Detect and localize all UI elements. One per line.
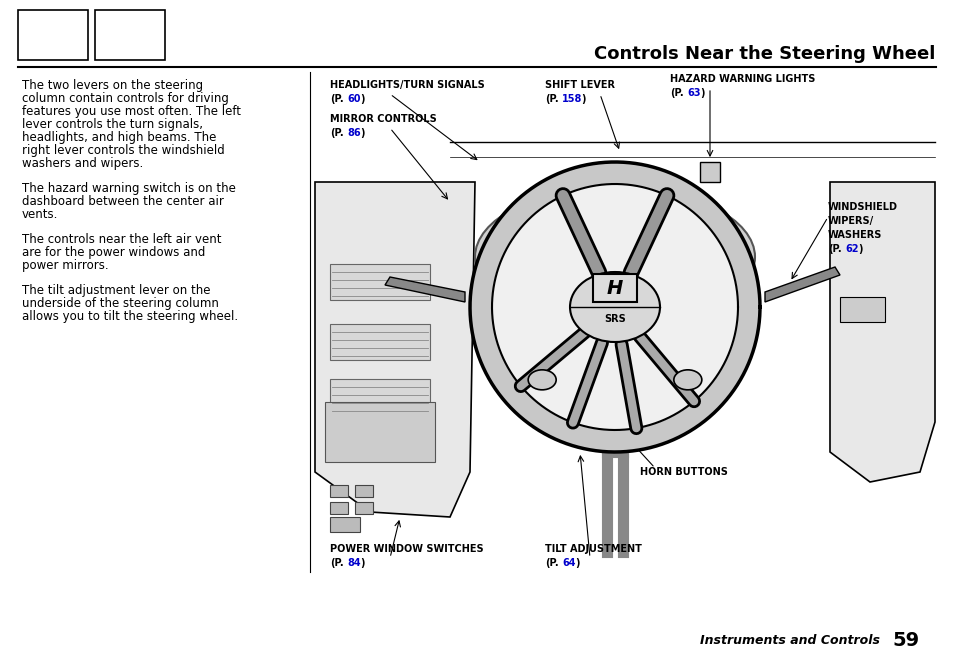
Text: column contain controls for driving: column contain controls for driving bbox=[22, 92, 229, 105]
Text: 62: 62 bbox=[844, 244, 858, 254]
Text: POWER WINDOW SWITCHES: POWER WINDOW SWITCHES bbox=[330, 544, 483, 554]
Polygon shape bbox=[314, 182, 475, 517]
Bar bbox=[325, 402, 435, 462]
Text: TILT ADJUSTMENT: TILT ADJUSTMENT bbox=[544, 544, 641, 554]
Text: The tilt adjustment lever on the: The tilt adjustment lever on the bbox=[22, 284, 211, 297]
Text: allows you to tilt the steering wheel.: allows you to tilt the steering wheel. bbox=[22, 310, 238, 323]
Bar bbox=[593, 274, 637, 302]
Text: 86: 86 bbox=[347, 128, 360, 138]
Text: (P.: (P. bbox=[544, 94, 558, 104]
Text: MIRROR CONTROLS: MIRROR CONTROLS bbox=[330, 114, 436, 124]
Text: The controls near the left air vent: The controls near the left air vent bbox=[22, 233, 221, 246]
Text: vents.: vents. bbox=[22, 208, 58, 221]
Text: 59: 59 bbox=[892, 630, 919, 650]
Text: 64: 64 bbox=[561, 558, 575, 568]
Bar bbox=[840, 297, 884, 322]
Text: (P.: (P. bbox=[330, 128, 343, 138]
Ellipse shape bbox=[569, 272, 659, 342]
Polygon shape bbox=[829, 182, 934, 482]
Text: right lever controls the windshield: right lever controls the windshield bbox=[22, 144, 225, 157]
Text: ): ) bbox=[581, 94, 585, 104]
Text: Instruments and Controls: Instruments and Controls bbox=[700, 634, 879, 646]
Text: (P.: (P. bbox=[827, 244, 841, 254]
Text: 60: 60 bbox=[347, 94, 360, 104]
Text: ): ) bbox=[700, 88, 703, 98]
Polygon shape bbox=[385, 277, 464, 302]
Text: WIPERS/: WIPERS/ bbox=[827, 216, 873, 226]
Bar bbox=[330, 485, 348, 497]
Text: HORN BUTTONS: HORN BUTTONS bbox=[639, 467, 727, 477]
Text: (P.: (P. bbox=[669, 88, 683, 98]
Text: WASHERS: WASHERS bbox=[827, 230, 882, 240]
Text: SHIFT LEVER: SHIFT LEVER bbox=[544, 80, 615, 90]
Text: ): ) bbox=[575, 558, 578, 568]
Text: SRS: SRS bbox=[603, 314, 625, 324]
Text: Controls Near the Steering Wheel: Controls Near the Steering Wheel bbox=[593, 45, 934, 63]
Polygon shape bbox=[470, 162, 760, 452]
Text: (P.: (P. bbox=[330, 558, 343, 568]
Ellipse shape bbox=[673, 370, 701, 390]
Text: ): ) bbox=[359, 558, 364, 568]
Polygon shape bbox=[492, 184, 738, 430]
Text: (P.: (P. bbox=[330, 94, 343, 104]
Bar bbox=[330, 502, 348, 514]
Polygon shape bbox=[764, 267, 840, 302]
Text: ): ) bbox=[359, 94, 364, 104]
Text: are for the power windows and: are for the power windows and bbox=[22, 246, 205, 259]
Text: underside of the steering column: underside of the steering column bbox=[22, 297, 218, 310]
Bar bbox=[18, 10, 88, 60]
Text: The hazard warning switch is on the: The hazard warning switch is on the bbox=[22, 182, 235, 195]
Bar bbox=[700, 162, 720, 182]
Bar bbox=[95, 10, 165, 60]
Text: 84: 84 bbox=[347, 558, 360, 568]
Bar bbox=[330, 517, 359, 532]
Text: HAZARD WARNING LIGHTS: HAZARD WARNING LIGHTS bbox=[669, 74, 815, 84]
Text: headlights, and high beams. The: headlights, and high beams. The bbox=[22, 131, 216, 144]
Text: H: H bbox=[606, 278, 622, 298]
Text: HEADLIGHTS/TURN SIGNALS: HEADLIGHTS/TURN SIGNALS bbox=[330, 80, 484, 90]
Text: dashboard between the center air: dashboard between the center air bbox=[22, 195, 224, 208]
Text: The two levers on the steering: The two levers on the steering bbox=[22, 79, 203, 92]
Text: WINDSHIELD: WINDSHIELD bbox=[827, 202, 897, 212]
Text: ): ) bbox=[857, 244, 862, 254]
Circle shape bbox=[637, 214, 712, 290]
Text: features you use most often. The left: features you use most often. The left bbox=[22, 105, 241, 118]
Bar bbox=[355, 502, 373, 514]
Bar bbox=[330, 264, 430, 300]
Bar bbox=[330, 324, 430, 360]
Text: power mirrors.: power mirrors. bbox=[22, 259, 109, 272]
Bar bbox=[330, 379, 430, 415]
Text: 63: 63 bbox=[686, 88, 700, 98]
Text: 158: 158 bbox=[561, 94, 581, 104]
Ellipse shape bbox=[475, 187, 754, 327]
Text: (P.: (P. bbox=[544, 558, 558, 568]
Bar bbox=[355, 485, 373, 497]
Text: washers and wipers.: washers and wipers. bbox=[22, 157, 143, 170]
Text: ): ) bbox=[359, 128, 364, 138]
Text: lever controls the turn signals,: lever controls the turn signals, bbox=[22, 118, 203, 131]
Ellipse shape bbox=[528, 370, 556, 390]
Circle shape bbox=[517, 214, 593, 290]
